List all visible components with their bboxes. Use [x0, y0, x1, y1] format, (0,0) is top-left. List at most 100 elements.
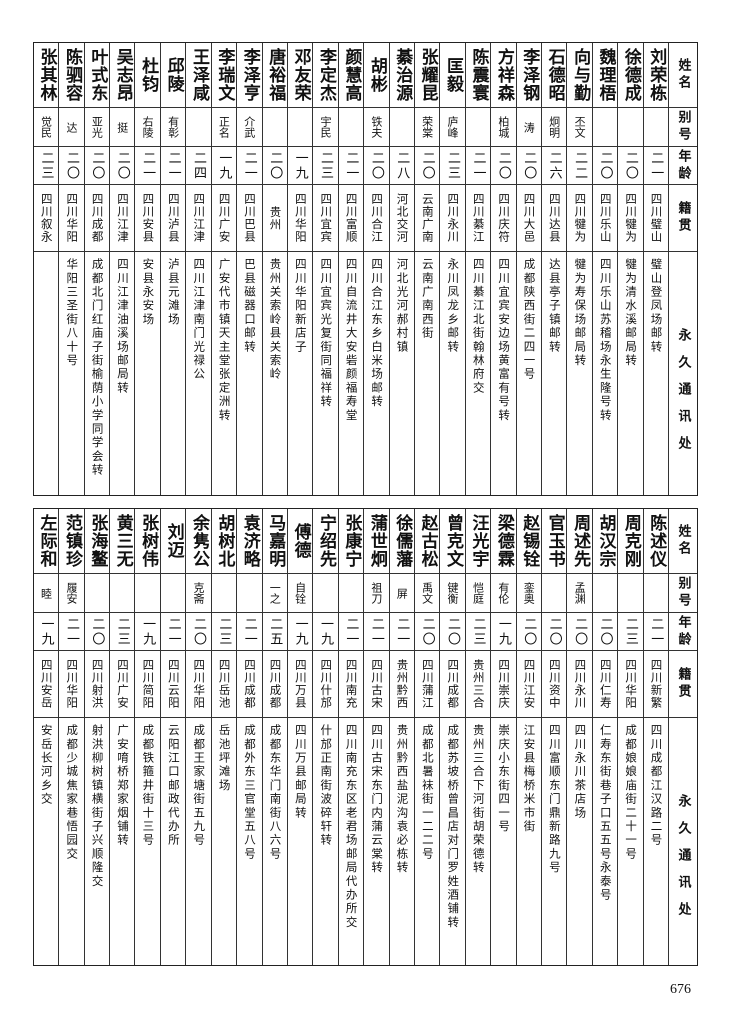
header-cell-age: 年龄 — [669, 147, 697, 185]
address-cell: 云南广南西街 — [415, 252, 439, 495]
person-column: 李定杰 宇民 二三 四川宜宾 四川宜宾光复街同福祥转 — [312, 43, 338, 495]
origin-cell: 四川巴县 — [237, 185, 262, 252]
alias-cell: 觉民 — [33, 108, 59, 147]
person-origin: 四川安岳 — [39, 659, 54, 709]
age-cell: 二三 — [110, 613, 135, 651]
person-age: 二一 — [63, 616, 79, 647]
name-cell: 綦治源 — [389, 43, 414, 108]
person-column: 陈震寰 二一 四川綦江 四川綦江北街翰林府交 — [464, 43, 491, 495]
person-name: 蒲世炯 — [366, 514, 387, 568]
address-cell: 岳池坪滩场 — [212, 718, 236, 965]
address-cell: 成都北暑袜街一二二号 — [415, 718, 439, 965]
person-column: 胡树北 二三 四川岳池 岳池坪滩场 — [210, 509, 237, 965]
person-origin: 云南广南 — [420, 193, 435, 243]
person-address: 成都王家塘街五九号 — [192, 724, 207, 848]
person-age: 二三 — [445, 150, 461, 181]
origin-cell: 四川古宋 — [364, 651, 389, 718]
person-age: 一九 — [318, 616, 334, 647]
person-column: 颜慧高 二一 四川富顺 四川自流井大安砦颜福寿堂 — [337, 43, 364, 495]
address-cell: 犍为清水溪邮局转 — [618, 252, 642, 495]
header-cell-origin: 籍贯 — [669, 185, 697, 252]
origin-cell: 贵州 — [262, 185, 287, 252]
age-cell: 一九 — [211, 147, 237, 185]
address-cell: 四川永川茶店场 — [567, 718, 591, 965]
person-age: 二〇 — [368, 150, 384, 181]
person-column: 赵锡铨 銮奥 二〇 四川江安 江安县梅桥米市街 — [515, 509, 541, 965]
person-age: 二一 — [648, 150, 664, 181]
person-address: 四川富顺东门鼎新路九号 — [547, 724, 562, 875]
address-cell: 成都苏坡桥曾昌店对门罗姓酒铺转 — [440, 718, 464, 965]
person-origin: 贵州三合 — [471, 659, 486, 709]
person-column: 邱陵 有彰 二一 四川泸县 泸县元滩场 — [159, 43, 186, 495]
person-address: 崇庆小东街四一号 — [497, 724, 512, 834]
age-cell: 二〇 — [516, 147, 541, 185]
person-age: 二〇 — [63, 150, 79, 181]
age-cell: 二一 — [364, 613, 389, 651]
origin-cell: 四川永川 — [567, 651, 592, 718]
age-cell: 二一 — [160, 147, 186, 185]
person-age: 二〇 — [445, 616, 461, 647]
name-cell: 方祥森 — [491, 43, 516, 108]
header-label-name: 姓名 — [675, 524, 691, 558]
age-cell: 二五 — [262, 613, 287, 651]
person-origin: 四川宜宾 — [319, 193, 334, 243]
age-cell: 二〇 — [414, 147, 440, 185]
person-origin: 四川永川 — [573, 659, 588, 709]
alias-cell: 恺庭 — [465, 574, 491, 613]
person-age: 二〇 — [190, 616, 206, 647]
origin-cell: 四川成都 — [84, 185, 110, 252]
address-cell: 四川自流井大安砦颜福寿堂 — [339, 252, 363, 495]
person-age: 二〇 — [495, 150, 511, 181]
person-column: 汪光宇 恺庭 二三 贵州三合 贵州三合下河街胡荣德转 — [464, 509, 491, 965]
name-cell: 官玉书 — [541, 509, 567, 574]
alias-cell: 孟渊 — [567, 574, 592, 613]
origin-cell: 四川乐山 — [592, 185, 618, 252]
name-cell: 陈驷容 — [59, 43, 84, 108]
name-cell: 范镇珍 — [59, 509, 84, 574]
name-cell: 张耀昆 — [414, 43, 440, 108]
person-name: 邱陵 — [163, 57, 184, 93]
origin-cell: 四川蒲江 — [414, 651, 440, 718]
person-origin: 四川简阳 — [141, 659, 156, 709]
age-cell: 二八 — [389, 147, 414, 185]
person-address: 永川凤龙乡邮转 — [446, 258, 461, 354]
person-name: 刘迈 — [163, 523, 184, 559]
age-cell: 二〇 — [84, 147, 110, 185]
person-origin: 四川犍为 — [624, 193, 639, 243]
origin-cell: 四川达县 — [541, 185, 567, 252]
origin-cell: 四川资中 — [541, 651, 567, 718]
header-cell-name: 姓名 — [669, 509, 697, 574]
person-age: 二三 — [38, 150, 54, 181]
address-cell: 什邡正南街波碎轩转 — [313, 718, 337, 965]
person-alias: 键衡 — [446, 582, 460, 604]
alias-cell — [211, 574, 237, 613]
person-age: 一九 — [495, 616, 511, 647]
name-cell: 向与勤 — [567, 43, 592, 108]
person-origin: 四川蒲江 — [420, 659, 435, 709]
name-cell: 刘迈 — [160, 509, 186, 574]
origin-cell: 四川宜宾 — [313, 185, 338, 252]
person-age: 一九 — [38, 616, 54, 647]
age-cell: 二〇 — [364, 147, 389, 185]
person-origin: 四川华阳 — [624, 659, 639, 709]
alias-cell: 铁夫 — [364, 108, 389, 147]
person-origin: 四川綦江 — [471, 193, 486, 243]
person-name: 汪光宇 — [468, 514, 489, 568]
person-address: 成都铁箍井街十三号 — [141, 724, 156, 848]
origin-cell: 四川华阳 — [618, 651, 643, 718]
person-origin: 四川华阳 — [192, 659, 207, 709]
alias-cell: 有彰 — [160, 108, 186, 147]
address-cell: 四川南充东区老君场邮局代办所交 — [339, 718, 363, 965]
person-column: 胡汉宗 二〇 四川仁寿 仁寿东街巷子口五五号永泰号 — [591, 509, 618, 965]
alias-cell — [643, 574, 668, 613]
name-cell: 马嘉明 — [262, 509, 287, 574]
person-name: 余隽公 — [188, 514, 209, 568]
person-column: 綦治源 二八 河北交河 河北光河郝村镇 — [388, 43, 414, 495]
person-column: 张康宁 二一 四川南充 四川南充东区老君场邮局代办所交 — [337, 509, 364, 965]
person-column: 傅德 自铨 一九 四川万县 四川万县邮局转 — [286, 509, 313, 965]
person-age: 二〇 — [597, 150, 613, 181]
person-column: 刘荣栋 二一 四川璧山 璧山登凤场邮转 — [642, 43, 668, 495]
person-name: 陈震寰 — [468, 48, 489, 102]
person-column: 左际和睦一九 四川安岳 安岳长河乡交 — [33, 509, 59, 965]
origin-cell: 四川射洪 — [84, 651, 110, 718]
